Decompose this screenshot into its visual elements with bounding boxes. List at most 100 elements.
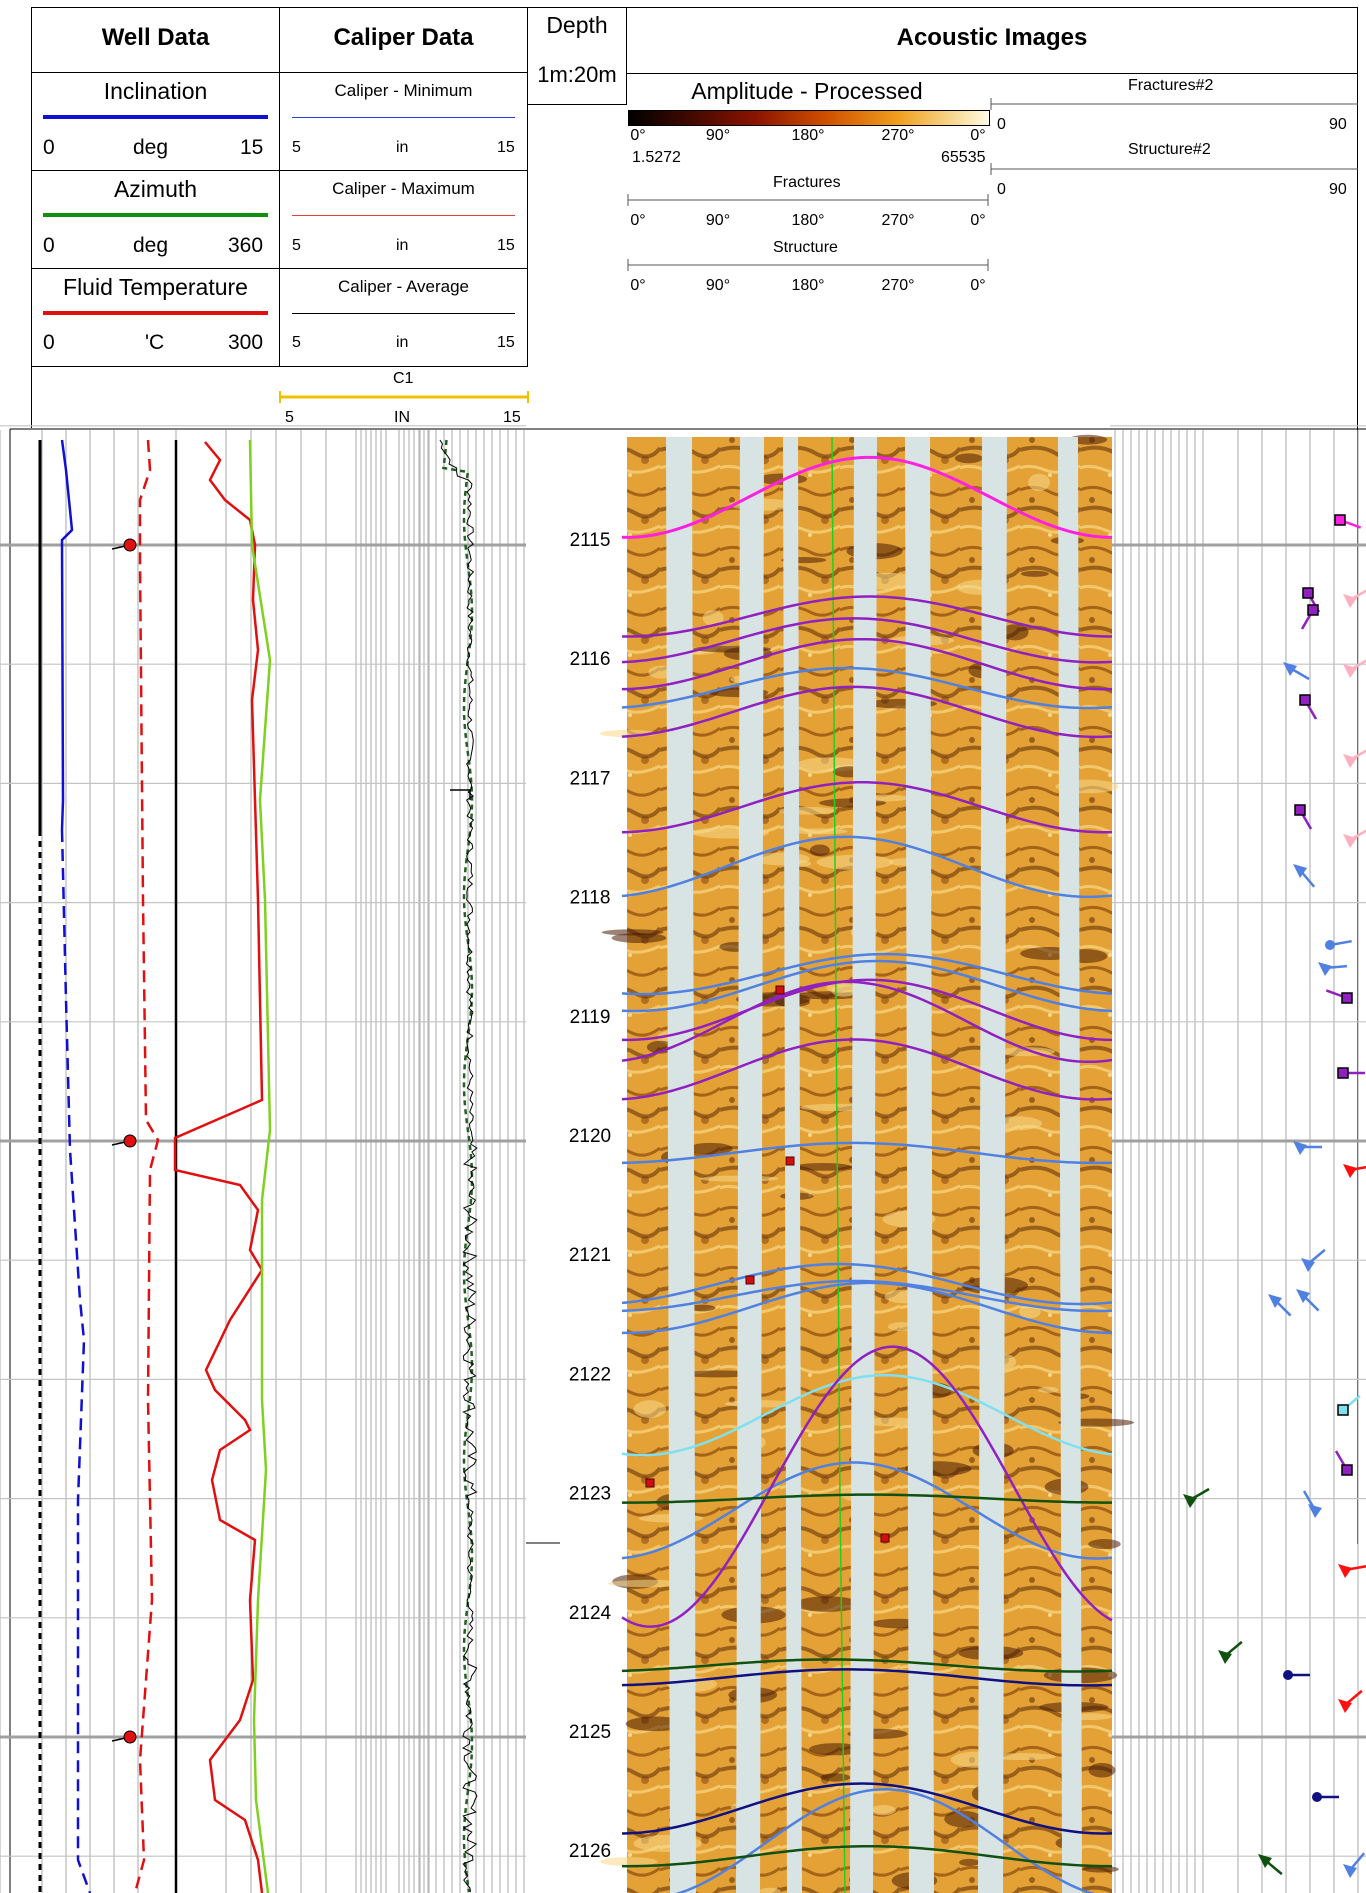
image-mottle <box>954 453 983 464</box>
caliper-data-header <box>279 7 528 367</box>
scale-tick-label: 90° <box>706 127 730 144</box>
bed-boundary <box>621 1493 1113 1504</box>
structure-sinusoid <box>621 637 1113 691</box>
caliper-data-title: Caliper Data <box>333 24 474 51</box>
fracture-sinusoid <box>621 1281 1113 1335</box>
depth-label: 2119 <box>570 1007 611 1028</box>
depth-label: 2118 <box>570 888 611 909</box>
image-mottle <box>1082 1865 1119 1873</box>
fracture-sinusoid <box>621 835 1113 899</box>
depth-label: 2126 <box>569 1841 611 1862</box>
fractures-scale: 0° 90° 180° 270° 0° <box>627 194 989 229</box>
depth-scale: 1m:20m <box>537 62 617 87</box>
well-data-title: Well Data <box>101 24 210 51</box>
depth-label: 2116 <box>570 649 611 670</box>
structure-sinusoid <box>621 780 1113 834</box>
fracture-dip <box>1296 1289 1310 1303</box>
fracture-sinusoid <box>621 455 1113 539</box>
image-mottle <box>1028 473 1051 491</box>
image-mottle <box>608 1579 688 1588</box>
image-mottle <box>689 1304 716 1312</box>
fracture-dip <box>1283 662 1297 676</box>
image-mottle <box>959 1858 980 1867</box>
pad-gap <box>850 437 877 1893</box>
temperature-marker <box>123 1134 137 1148</box>
image-mottle <box>702 610 724 626</box>
bed-boundary <box>621 1782 1113 1835</box>
caliper-spike <box>450 789 471 800</box>
structure-dip <box>1299 694 1311 706</box>
pad-gap <box>978 437 1007 1893</box>
image-mottle <box>601 929 664 936</box>
image-mottle <box>1038 1386 1059 1393</box>
structure-sinusoid <box>621 1038 1113 1101</box>
amplitude-max: 65535 <box>941 149 986 166</box>
acoustic-title: Acoustic Images <box>896 24 1088 51</box>
image-mottle <box>1019 1305 1041 1319</box>
amplitude-colorbar <box>628 110 990 126</box>
caliper-trace <box>439 439 478 1893</box>
fluid-temperature-name: Fluid Temperature <box>63 274 248 300</box>
fracture-dip <box>1343 594 1357 608</box>
fracture-dip <box>1343 1864 1357 1878</box>
fracture-sinusoid <box>621 1373 1113 1457</box>
bed-dip <box>1183 1494 1197 1508</box>
fluid-temperature-unit: 'C <box>145 331 165 354</box>
scale-tick-label: 0° <box>970 277 985 294</box>
bed-dip <box>1258 1854 1272 1868</box>
structure-sinusoid <box>621 617 1113 664</box>
pad-gap <box>905 437 934 1893</box>
image-mottle <box>808 1743 863 1756</box>
fracture-dip <box>1318 962 1332 976</box>
structure-dip <box>1341 992 1353 1004</box>
caliper-maximum-swatch <box>292 215 515 216</box>
caliper-average-min: 5 <box>292 334 301 351</box>
temperature-curve <box>173 441 264 1893</box>
fracture-dip <box>1308 1504 1322 1518</box>
structure2-min: 0 <box>997 181 1006 198</box>
fracture-dip <box>1334 514 1346 526</box>
amplitude-ticks: 0° 90° 180° 270° 0° <box>630 127 985 144</box>
structure-dip <box>1307 604 1319 616</box>
inclination-curve <box>60 439 74 831</box>
fracture-sinusoid <box>621 959 1113 1013</box>
amplitude-name: Amplitude - Processed <box>691 78 923 104</box>
image-mottle <box>633 1400 667 1419</box>
depth-label: 2121 <box>569 1245 611 1266</box>
scale-tick-label: 270° <box>881 277 914 294</box>
structure-sinusoid <box>621 980 1113 1064</box>
azimuth-name: Azimuth <box>113 176 198 202</box>
structure-sinusoid <box>621 1345 1113 1628</box>
fracture-dip <box>1338 1699 1352 1713</box>
caliper-average-max: 15 <box>497 334 515 351</box>
caliper-minimum-max: 15 <box>497 139 515 156</box>
image-mottle <box>793 1162 852 1171</box>
pick-marker <box>745 1275 755 1285</box>
temperature-marker <box>123 538 137 552</box>
fractures2-max: 90 <box>1329 116 1347 133</box>
image-mottle <box>1020 570 1049 577</box>
pick-marker <box>645 1478 655 1488</box>
structure-dip <box>1337 1067 1349 1079</box>
caliper-average-name: Caliper - Average <box>337 277 470 296</box>
pick-marker <box>775 985 785 995</box>
structure-sinusoid <box>621 685 1113 739</box>
structure-scale: 0° 90° 180° 270° 0° <box>627 259 989 294</box>
fluid-temperature-max: 300 <box>228 331 264 354</box>
inclination-max: 15 <box>240 136 264 159</box>
fractures2-scale <box>990 98 1358 110</box>
fracture-dip <box>1325 940 1335 950</box>
caliper-minimum-unit: in <box>396 139 409 156</box>
fracture-dip <box>1337 1404 1349 1416</box>
fracture-sinusoid <box>621 1262 1113 1306</box>
structure2-name: Structure#2 <box>1128 141 1211 158</box>
structure-dip <box>1294 804 1306 816</box>
scale-tick-label: 0° <box>630 277 645 294</box>
image-mottle <box>1001 624 1029 641</box>
structure-sinusoid <box>621 978 1113 1042</box>
scale-tick-label: 0° <box>630 212 645 229</box>
divider <box>31 170 528 171</box>
scale-tick-label: 180° <box>791 277 824 294</box>
image-mottle <box>944 1810 983 1828</box>
c1-unit: IN <box>394 409 410 426</box>
